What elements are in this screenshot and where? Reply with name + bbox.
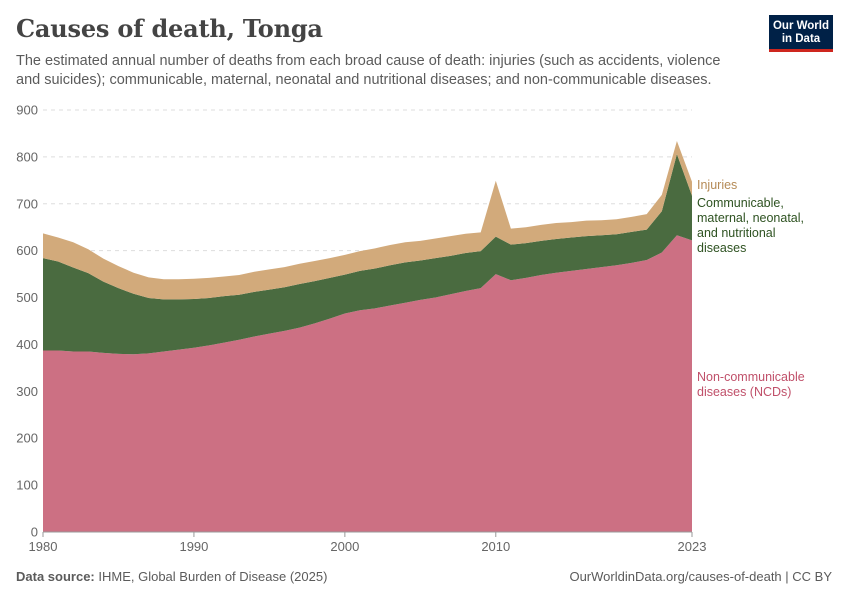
logo-line-2: in Data [781, 33, 821, 45]
ncd-area [43, 235, 692, 532]
y-tick-label: 400 [16, 337, 38, 352]
y-tick-label: 0 [31, 525, 38, 540]
owid-logo[interactable]: Our World in Data [769, 15, 833, 52]
y-tick-label: 200 [16, 431, 38, 446]
chart-title: Causes of death, Tonga [16, 14, 323, 43]
series-labels: Non-communicable diseases (NCDs) Communica… [697, 178, 805, 399]
x-tick-label: 2023 [678, 539, 707, 554]
x-tick-label: 1990 [179, 539, 208, 554]
axes: 0 100 200 300 400 500 600 700 800 900 1980 1990 2000… [16, 103, 706, 555]
area-layer [43, 140, 692, 532]
communicable-label: Communicable, maternal, neonatal, and nutr… [697, 196, 804, 255]
source-url[interactable]: OurWorldinData.org/causes-of-death | CC … [569, 569, 832, 584]
ncd-label: Non-communicable diseases (NCDs) [697, 370, 805, 399]
y-tick-label: 100 [16, 478, 38, 493]
communicable-area [43, 154, 692, 355]
injuries-area [43, 140, 692, 300]
x-tick-label: 2010 [481, 539, 510, 554]
y-tick-label: 300 [16, 384, 38, 399]
y-tick-label: 500 [16, 290, 38, 305]
y-tick-label: 700 [16, 196, 38, 211]
y-tick-label: 800 [16, 149, 38, 164]
source-text: IHME, Global Burden of Disease (2025) [98, 569, 328, 584]
injuries-label: Injuries [697, 178, 737, 192]
x-tick-label: 2000 [330, 539, 359, 554]
x-tick-label: 1980 [29, 539, 58, 554]
y-tick-label: 900 [16, 103, 38, 118]
data-source: Data source: IHME, Global Burden of Dise… [16, 569, 327, 584]
source-label: Data source: [16, 569, 95, 584]
y-tick-label: 600 [16, 243, 38, 258]
logo-line-1: Our World [772, 20, 829, 32]
chart-subtitle: The estimated annual number of deaths fr… [16, 53, 721, 88]
